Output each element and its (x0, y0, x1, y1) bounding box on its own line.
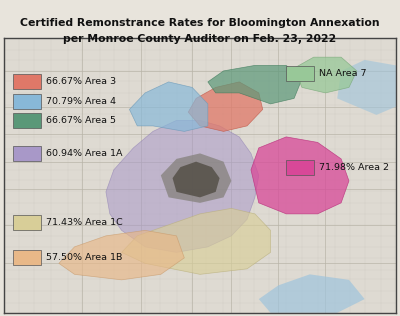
FancyBboxPatch shape (13, 146, 41, 161)
Polygon shape (208, 65, 302, 104)
Polygon shape (337, 60, 396, 115)
FancyBboxPatch shape (13, 215, 41, 230)
Text: 60.94% Area 1A: 60.94% Area 1A (46, 149, 122, 158)
FancyBboxPatch shape (13, 250, 41, 265)
Text: 70.79% Area 4: 70.79% Area 4 (46, 97, 116, 106)
FancyBboxPatch shape (13, 74, 41, 89)
FancyBboxPatch shape (286, 66, 314, 81)
Text: Certified Remonstrance Rates for Bloomington Annexation: Certified Remonstrance Rates for Bloomin… (20, 18, 380, 28)
Text: 71.98% Area 2: 71.98% Area 2 (319, 163, 389, 172)
Polygon shape (130, 82, 208, 131)
Text: 66.67% Area 3: 66.67% Area 3 (46, 77, 116, 86)
Polygon shape (172, 162, 220, 198)
Polygon shape (188, 82, 263, 131)
FancyBboxPatch shape (13, 113, 41, 128)
FancyBboxPatch shape (286, 160, 314, 175)
Polygon shape (294, 57, 357, 93)
Text: 57.50% Area 1B: 57.50% Area 1B (46, 253, 122, 262)
FancyBboxPatch shape (13, 94, 41, 109)
Text: 71.43% Area 1C: 71.43% Area 1C (46, 218, 122, 227)
Text: 66.67% Area 5: 66.67% Area 5 (46, 116, 116, 125)
Polygon shape (106, 120, 259, 252)
Polygon shape (161, 153, 231, 203)
Text: NA Area 7: NA Area 7 (319, 69, 367, 78)
Polygon shape (59, 230, 184, 280)
Text: per Monroe County Auditor on Feb. 23, 2022: per Monroe County Auditor on Feb. 23, 20… (63, 34, 337, 44)
Polygon shape (251, 137, 349, 214)
Polygon shape (259, 274, 365, 313)
Polygon shape (122, 208, 270, 274)
